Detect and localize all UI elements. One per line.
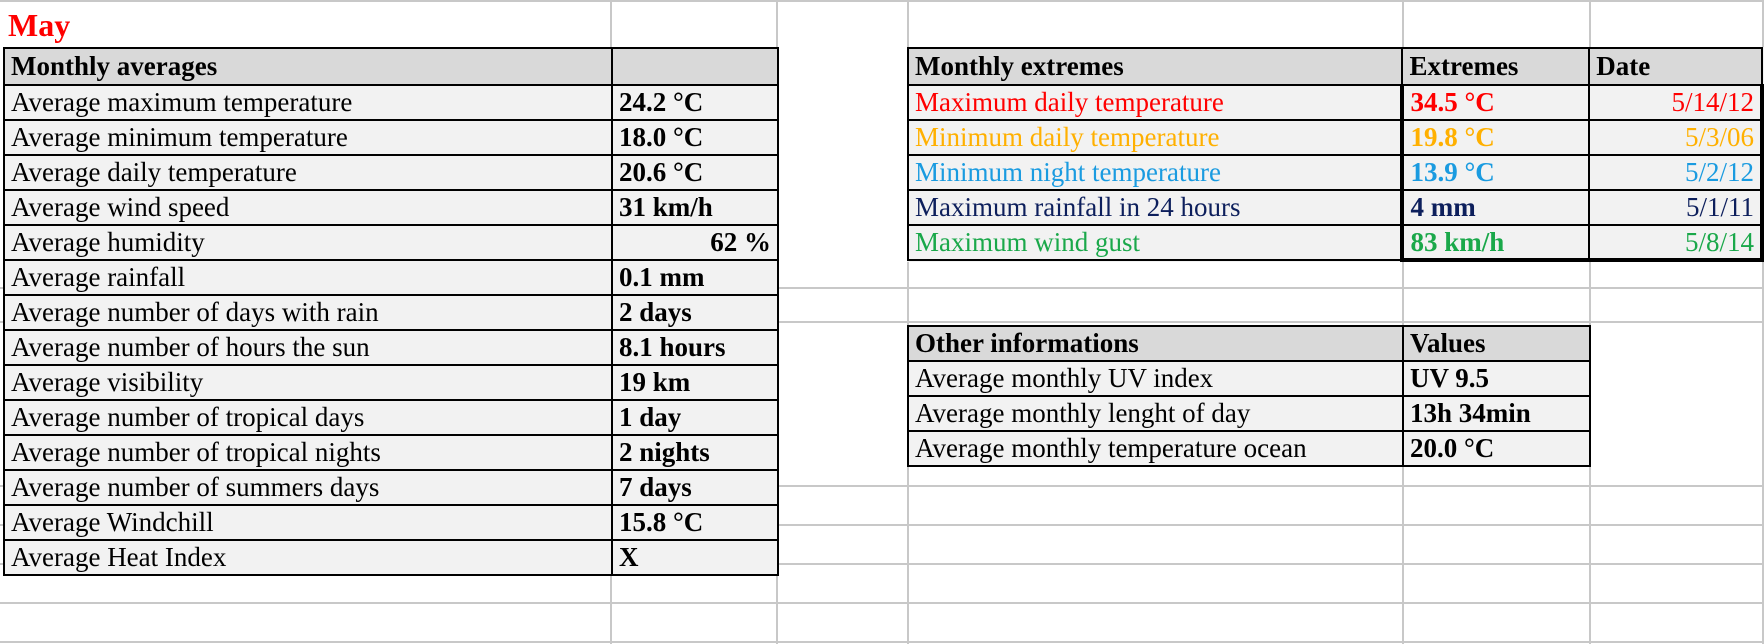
average-label[interactable]: Average number of tropical days — [3, 399, 613, 436]
table-row: Average monthly temperature ocean 20.0 °… — [907, 430, 1591, 467]
other-value[interactable]: 13h 34min — [1402, 395, 1591, 432]
extreme-label[interactable]: Maximum rainfall in 24 hours — [906, 189, 1404, 226]
table-row: Average humidity 62 % — [3, 224, 779, 261]
table-row: Average monthly UV index UV 9.5 — [907, 360, 1591, 397]
extremes-header-value[interactable]: Extremes — [1401, 47, 1591, 86]
table-row: Average daily temperature 20.6 °C — [3, 154, 779, 191]
other-header-label[interactable]: Other informations — [907, 325, 1404, 362]
average-value[interactable]: 7 days — [611, 469, 779, 506]
extreme-date[interactable]: 5/14/12 — [1588, 84, 1764, 121]
table-row: Average wind speed 31 km/h — [3, 189, 779, 226]
other-informations-table: Other informations Values Average monthl… — [907, 325, 1591, 467]
table-row: Maximum rainfall in 24 hours 4 mm 5/1/11 — [906, 189, 1764, 226]
table-row: Average monthly lenght of day 13h 34min — [907, 395, 1591, 432]
grid-line — [0, 602, 1764, 604]
extreme-value[interactable]: 13.9 °C — [1400, 154, 1591, 191]
grid-line — [0, 641, 1764, 643]
table-row: Average visibility 19 km — [3, 364, 779, 401]
table-row: Average number of tropical nights 2 nigh… — [3, 434, 779, 471]
table-row: Minimum night temperature 13.9 °C 5/2/12 — [906, 154, 1764, 191]
average-value[interactable]: X — [611, 539, 779, 576]
average-value[interactable]: 31 km/h — [611, 189, 779, 226]
other-label[interactable]: Average monthly lenght of day — [907, 395, 1404, 432]
average-label[interactable]: Average number of hours the sun — [3, 329, 613, 366]
extreme-value[interactable]: 83 km/h — [1400, 224, 1591, 262]
grid-line — [0, 563, 1764, 565]
grid-line — [0, 524, 1764, 526]
other-label[interactable]: Average monthly temperature ocean — [907, 430, 1404, 467]
average-value[interactable]: 1 day — [611, 399, 779, 436]
average-value[interactable]: 15.8 °C — [611, 504, 779, 541]
extreme-value[interactable]: 34.5 °C — [1400, 84, 1591, 121]
table-row: Average minimum temperature 18.0 °C — [3, 119, 779, 156]
table-row: Minimum daily temperature 19.8 °C 5/3/06 — [906, 119, 1764, 156]
extremes-header-date[interactable]: Date — [1588, 47, 1763, 86]
average-value[interactable]: 24.2 °C — [611, 84, 779, 121]
average-label[interactable]: Average visibility — [3, 364, 613, 401]
average-label[interactable]: Average rainfall — [3, 259, 613, 296]
grid-line — [0, 321, 1764, 323]
table-header-row: Monthly averages — [3, 47, 779, 86]
extreme-value[interactable]: 19.8 °C — [1400, 119, 1591, 156]
extreme-date[interactable]: 5/8/14 — [1588, 224, 1764, 262]
other-label[interactable]: Average monthly UV index — [907, 360, 1404, 397]
grid-line — [0, 287, 1764, 289]
average-value[interactable]: 0.1 mm — [611, 259, 779, 296]
table-row: Average Windchill 15.8 °C — [3, 504, 779, 541]
averages-header-label[interactable]: Monthly averages — [3, 47, 613, 86]
extreme-date[interactable]: 5/1/11 — [1588, 189, 1764, 226]
table-row: Average rainfall 0.1 mm — [3, 259, 779, 296]
extreme-label[interactable]: Maximum daily temperature — [906, 84, 1404, 121]
month-title: May — [8, 7, 71, 43]
table-row: Maximum wind gust 83 km/h 5/8/14 — [906, 224, 1764, 262]
grid-line — [0, 485, 1764, 487]
other-header-value[interactable]: Values — [1402, 325, 1591, 362]
table-row: Average maximum temperature 24.2 °C — [3, 84, 779, 121]
average-value[interactable]: 2 days — [611, 294, 779, 331]
table-row: Average number of tropical days 1 day — [3, 399, 779, 436]
average-label[interactable]: Average number of tropical nights — [3, 434, 613, 471]
average-value[interactable]: 18.0 °C — [611, 119, 779, 156]
extremes-header-label[interactable]: Monthly extremes — [906, 47, 1404, 86]
extreme-label[interactable]: Minimum night temperature — [906, 154, 1404, 191]
extreme-value[interactable]: 4 mm — [1400, 189, 1591, 226]
average-label[interactable]: Average number of days with rain — [3, 294, 613, 331]
extreme-label[interactable]: Minimum daily temperature — [906, 119, 1404, 156]
average-value[interactable]: 8.1 hours — [611, 329, 779, 366]
average-label[interactable]: Average maximum temperature — [3, 84, 613, 121]
monthly-averages-table: Monthly averages Average maximum tempera… — [3, 47, 779, 576]
grid-line — [0, 0, 1764, 2]
average-label[interactable]: Average number of summers days — [3, 469, 613, 506]
extreme-date[interactable]: 5/3/06 — [1588, 119, 1764, 156]
average-label[interactable]: Average wind speed — [3, 189, 613, 226]
table-header-row: Other informations Values — [907, 325, 1591, 362]
other-value[interactable]: 20.0 °C — [1402, 430, 1591, 467]
average-label[interactable]: Average Heat Index — [3, 539, 613, 576]
table-row: Maximum daily temperature 34.5 °C 5/14/1… — [906, 84, 1764, 121]
average-value[interactable]: 2 nights — [611, 434, 779, 471]
extreme-label[interactable]: Maximum wind gust — [906, 224, 1404, 261]
other-value[interactable]: UV 9.5 — [1402, 360, 1591, 397]
extreme-date[interactable]: 5/2/12 — [1588, 154, 1764, 191]
table-row: Average number of summers days 7 days — [3, 469, 779, 506]
average-value[interactable]: 20.6 °C — [611, 154, 779, 191]
table-row: Average number of days with rain 2 days — [3, 294, 779, 331]
table-row: Average number of hours the sun 8.1 hour… — [3, 329, 779, 366]
average-label[interactable]: Average daily temperature — [3, 154, 613, 191]
table-row: Average Heat Index X — [3, 539, 779, 576]
average-value[interactable]: 62 % — [611, 224, 779, 261]
monthly-extremes-table: Monthly extremes Extremes Date Maximum d… — [906, 47, 1764, 262]
average-value[interactable]: 19 km — [611, 364, 779, 401]
average-label[interactable]: Average minimum temperature — [3, 119, 613, 156]
averages-header-value[interactable] — [611, 47, 779, 86]
average-label[interactable]: Average Windchill — [3, 504, 613, 541]
average-label[interactable]: Average humidity — [3, 224, 613, 261]
table-header-row: Monthly extremes Extremes Date — [906, 47, 1763, 86]
